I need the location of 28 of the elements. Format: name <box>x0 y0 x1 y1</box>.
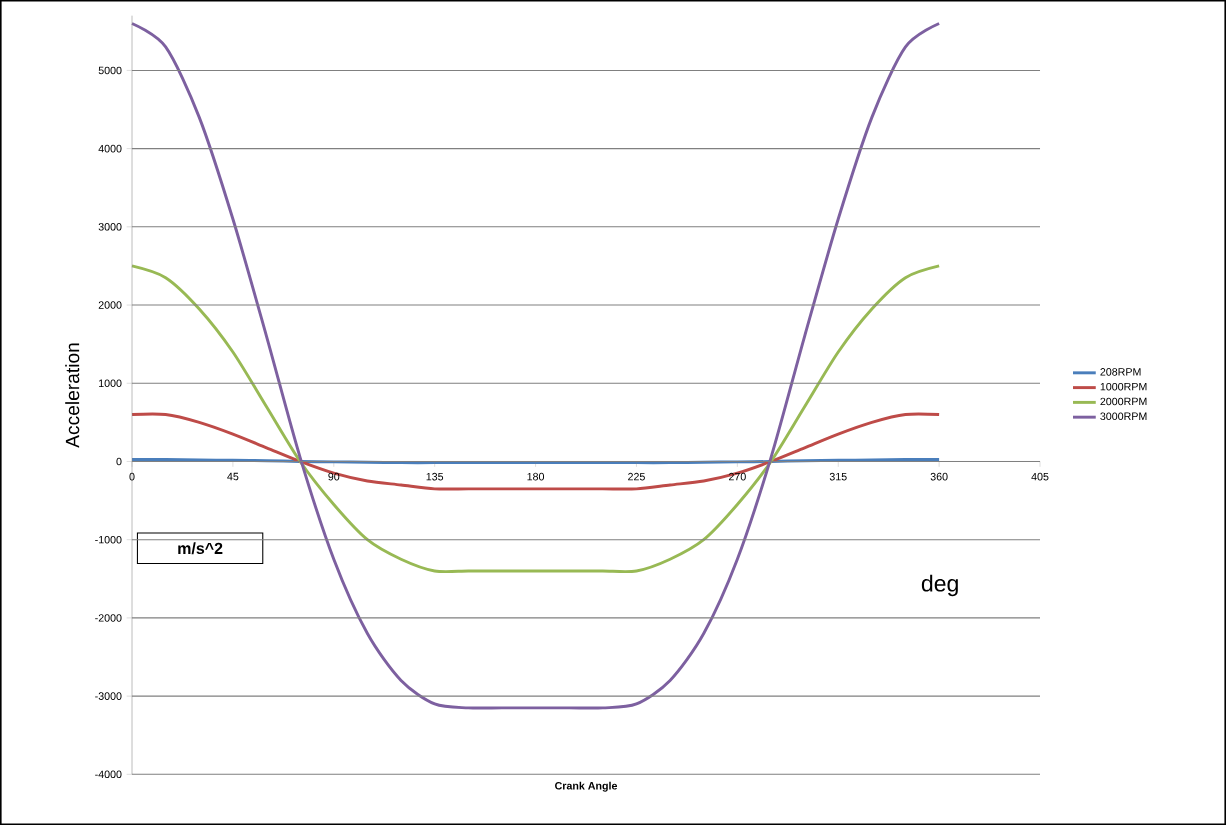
legend-label: 2000RPM <box>1100 397 1147 406</box>
y-tick-label: -4000 <box>95 770 122 779</box>
x-tick-label: 180 <box>527 472 545 481</box>
x-tick-label: 360 <box>930 472 948 481</box>
x-tick-label: 405 <box>1031 472 1049 481</box>
y-tick-label: 5000 <box>98 66 122 75</box>
y-tick-label: -1000 <box>95 535 122 544</box>
y-tick-label: -2000 <box>95 614 122 622</box>
y-tick-label: 2000 <box>98 301 122 309</box>
x-axis-title: Crank Angle <box>555 781 618 792</box>
x-tick-label: 270 <box>728 472 746 481</box>
x-tick-label: 0 <box>129 472 135 481</box>
legend-label: 208RPM <box>1100 368 1141 376</box>
x-tick-label: 135 <box>426 472 444 481</box>
x-tick-label: 225 <box>628 472 645 481</box>
y-tick-label: 1000 <box>99 379 122 388</box>
x-tick-label: 315 <box>829 472 847 481</box>
legend-label: 1000RPM <box>1100 382 1147 391</box>
annotation: deg <box>921 574 958 597</box>
legend-label: 3000RPM <box>1100 412 1147 420</box>
annotation: m/s^2 <box>178 542 223 555</box>
y-axis-title: Acceleration <box>65 343 80 448</box>
y-tick-label: 0 <box>116 457 122 466</box>
y-tick-label: 3000 <box>98 223 122 231</box>
y-tick-label: -3000 <box>95 692 122 700</box>
x-tick-label: 90 <box>328 472 340 481</box>
x-tick-label: 45 <box>227 472 239 481</box>
y-tick-label: 4000 <box>98 144 122 153</box>
